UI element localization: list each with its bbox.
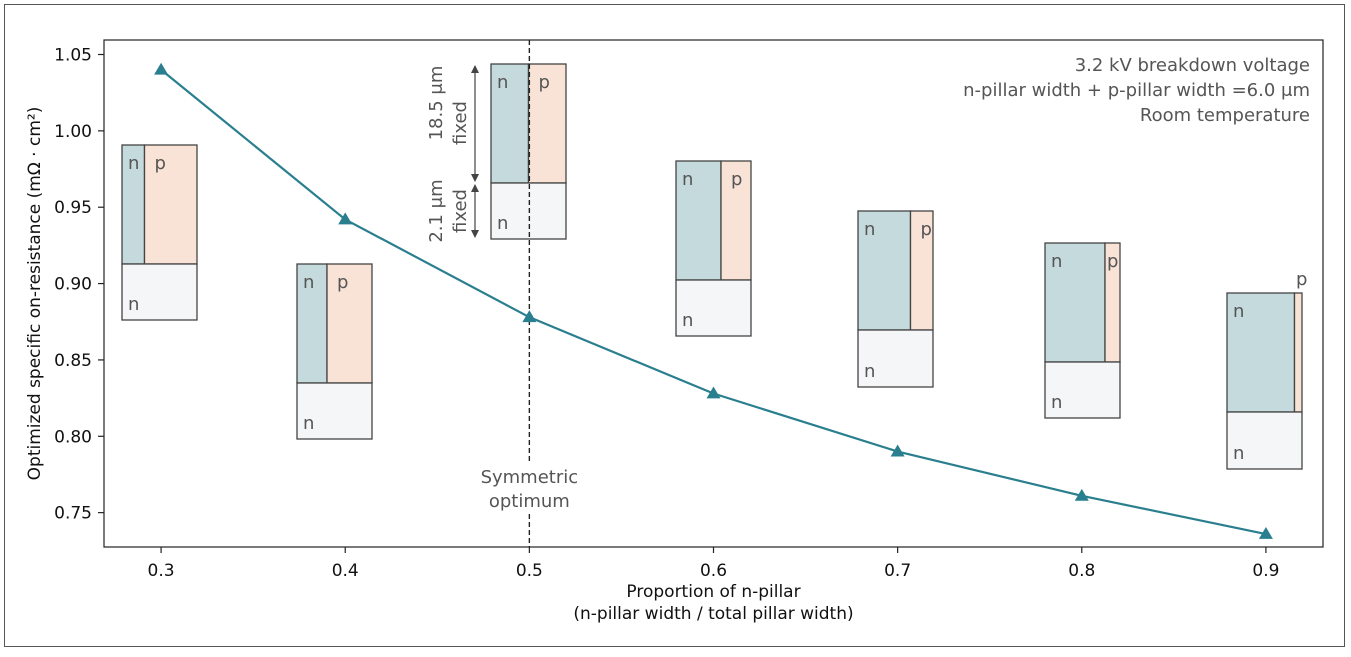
n-substrate — [1226, 411, 1303, 470]
x-tick-label: 0.5 — [516, 561, 543, 581]
y-tick-label: 0.90 — [54, 275, 92, 295]
p-pillar — [143, 144, 198, 265]
p-pillar-label: p — [731, 169, 742, 190]
n-pillar-label: n — [1051, 251, 1062, 272]
substrate-label: n — [303, 413, 314, 434]
n-pillar-label: n — [682, 169, 693, 190]
data-point-marker — [338, 212, 353, 225]
n-pillar — [296, 263, 328, 384]
pillar-inset: n p n — [1226, 269, 1307, 470]
n-substrate — [121, 263, 198, 321]
n-substrate — [857, 329, 934, 388]
data-point-marker — [890, 444, 905, 457]
lower-dimension-arrowhead-bottom — [471, 230, 479, 238]
y-tick-label: 1.00 — [54, 122, 92, 142]
lower-dimension-note: fixed — [450, 189, 471, 233]
substrate-label: n — [682, 310, 693, 331]
n-pillar-label: n — [1233, 301, 1244, 322]
upper-dimension-note: fixed — [450, 101, 471, 145]
n-pillar-label: n — [864, 219, 875, 240]
upper-dimension-arrowhead-bottom — [471, 174, 479, 182]
upper-dimension-value: 18.5 μm — [426, 66, 447, 141]
data-point-marker — [1074, 488, 1089, 501]
x-tick-label: 0.4 — [332, 561, 359, 581]
pillar-inset: n p n — [1044, 242, 1121, 419]
p-pillar-label: p — [155, 153, 166, 174]
x-tick-label: 0.7 — [884, 561, 911, 581]
substrate-label: n — [497, 213, 508, 234]
x-tick-label: 0.9 — [1252, 561, 1279, 581]
n-pillar-label: n — [497, 72, 508, 93]
data-point-marker — [706, 386, 721, 399]
p-pillar — [720, 160, 752, 281]
p-pillar-label: p — [337, 272, 348, 293]
y-tick-label: 0.85 — [54, 351, 92, 371]
data-series — [154, 62, 1273, 539]
data-point-marker — [154, 62, 169, 75]
annotation-text: 3.2 kV breakdown voltage — [1075, 55, 1310, 76]
lower-dimension-value: 2.1 μm — [426, 179, 447, 242]
annotation-text: Room temperature — [1140, 105, 1310, 126]
n-substrate — [490, 182, 567, 240]
symmetric-optimum-reference: Symmetric optimum — [467, 40, 592, 547]
p-pillar-label: p — [1296, 269, 1307, 290]
n-pillar-label: n — [303, 272, 314, 293]
p-pillar — [326, 263, 373, 384]
n-pillar — [1044, 242, 1106, 363]
x-tick-label: 0.6 — [700, 561, 727, 581]
figure-frame — [4, 4, 1345, 647]
n-pillar-label: n — [128, 153, 139, 174]
x-axis-label: Proportion of n-pillar — [626, 582, 800, 602]
data-point-marker — [522, 310, 537, 323]
upper-dimension-arrowhead-top — [471, 65, 479, 73]
pillar-inset: n p n — [857, 210, 934, 388]
x-tick-label: 0.8 — [1068, 561, 1095, 581]
y-tick-label: 1.05 — [54, 46, 92, 66]
x-tick-label: 0.3 — [148, 561, 175, 581]
y-tick-label: 0.80 — [54, 427, 92, 447]
p-pillar — [527, 63, 567, 184]
pillar-inset: n p n — [296, 263, 373, 440]
reference-label-line2: optimum — [489, 491, 570, 512]
n-substrate — [1044, 361, 1121, 419]
substrate-label: n — [1051, 392, 1062, 413]
n-substrate — [675, 279, 752, 337]
n-substrate — [296, 382, 373, 440]
n-pillar — [857, 210, 912, 331]
axes: 0.3 0.4 0.5 0.6 0.7 0.8 0.9 0.75 0.80 0.85 0.90 0.9… — [25, 39, 1324, 624]
annotation-text: n-pillar width + p-pillar width =6.0 μm — [963, 80, 1310, 101]
annotations: 3.2 kV breakdown voltage n-pillar width +… — [963, 55, 1310, 126]
reference-label-background — [467, 462, 592, 514]
substrate-label: n — [864, 361, 875, 382]
y-axis-label: Optimized specific on-resistance (mΩ · c… — [25, 107, 45, 481]
y-tick-label: 0.95 — [54, 198, 92, 218]
pillar-inset: n p n — [490, 63, 567, 240]
y-tick-label: 0.75 — [54, 504, 92, 524]
pillar-inset: n p n — [675, 160, 752, 337]
p-pillar-label: p — [539, 72, 550, 93]
substrate-label: n — [1233, 443, 1244, 464]
data-point-marker — [1258, 527, 1273, 539]
reference-label-line1: Symmetric — [481, 467, 579, 488]
p-pillar-label: p — [921, 219, 932, 240]
p-pillar-label: p — [1107, 251, 1118, 272]
x-axis-label-line2: (n-pillar width / total pillar width) — [573, 604, 853, 624]
substrate-label: n — [128, 294, 139, 315]
lower-dimension-arrowhead-top — [471, 184, 479, 192]
